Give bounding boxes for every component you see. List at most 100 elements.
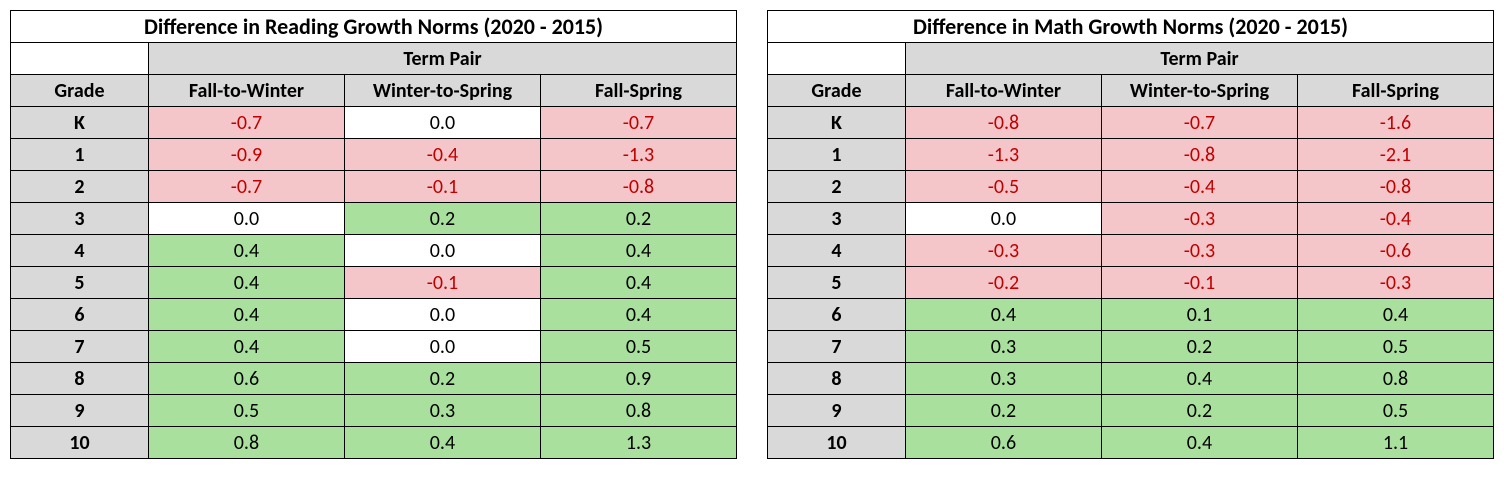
value-cell: 0.4	[344, 427, 540, 459]
table-row: 60.40.10.4	[768, 299, 1494, 331]
table-row: 4-0.3-0.3-0.6	[768, 235, 1494, 267]
grade-cell: 6	[11, 299, 149, 331]
value-cell: 0.0	[148, 203, 344, 235]
value-cell: -0.4	[344, 139, 540, 171]
grade-cell: 6	[768, 299, 906, 331]
value-cell: 0.4	[1101, 427, 1297, 459]
table-row: 30.0-0.3-0.4	[768, 203, 1494, 235]
table-row: 2-0.7-0.1-0.8	[11, 171, 737, 203]
value-cell: -0.1	[1101, 267, 1297, 299]
value-cell: 0.4	[540, 235, 736, 267]
value-cell: 0.4	[148, 267, 344, 299]
table-row: 80.30.40.8	[768, 363, 1494, 395]
math-title: Difference in Math Growth Norms (2020 - …	[768, 11, 1494, 43]
table-row: Grade Fall-to-Winter Winter-to-Spring Fa…	[768, 75, 1494, 107]
grade-cell: 8	[768, 363, 906, 395]
table-row: Difference in Math Growth Norms (2020 - …	[768, 11, 1494, 43]
table-row: Term Pair	[768, 43, 1494, 75]
tables-wrap: Difference in Reading Growth Norms (2020…	[10, 10, 1494, 459]
grade-cell: 10	[768, 427, 906, 459]
grade-cell: 5	[11, 267, 149, 299]
reading-title: Difference in Reading Growth Norms (2020…	[11, 11, 737, 43]
grade-cell: 10	[11, 427, 149, 459]
grade-cell: 7	[11, 331, 149, 363]
grade-cell: 5	[768, 267, 906, 299]
col-header-winter-spring: Winter-to-Spring	[1101, 75, 1297, 107]
table-row: Grade Fall-to-Winter Winter-to-Spring Fa…	[11, 75, 737, 107]
table-row: 30.00.20.2	[11, 203, 737, 235]
value-cell: 1.3	[540, 427, 736, 459]
value-cell: -0.8	[540, 171, 736, 203]
grade-cell: K	[11, 107, 149, 139]
value-cell: 0.3	[344, 395, 540, 427]
value-cell: -0.7	[148, 107, 344, 139]
value-cell: 0.8	[1297, 363, 1493, 395]
table-row: 100.60.41.1	[768, 427, 1494, 459]
value-cell: -0.6	[1297, 235, 1493, 267]
value-cell: 0.1	[1101, 299, 1297, 331]
table-row: 70.40.00.5	[11, 331, 737, 363]
value-cell: 0.0	[344, 331, 540, 363]
value-cell: -0.4	[1101, 171, 1297, 203]
grade-cell: 7	[768, 331, 906, 363]
table-row: 100.80.41.3	[11, 427, 737, 459]
value-cell: 0.3	[905, 331, 1101, 363]
table-row: 80.60.20.9	[11, 363, 737, 395]
grade-cell: 4	[11, 235, 149, 267]
table-row: 5-0.2-0.1-0.3	[768, 267, 1494, 299]
value-cell: 0.0	[344, 107, 540, 139]
value-cell: -0.2	[905, 267, 1101, 299]
value-cell: 0.4	[540, 299, 736, 331]
table-row: 60.40.00.4	[11, 299, 737, 331]
table-row: Difference in Reading Growth Norms (2020…	[11, 11, 737, 43]
value-cell: -0.3	[1101, 203, 1297, 235]
value-cell: 0.2	[344, 203, 540, 235]
value-cell: -1.6	[1297, 107, 1493, 139]
value-cell: 0.2	[540, 203, 736, 235]
value-cell: 1.1	[1297, 427, 1493, 459]
table-row: 2-0.5-0.4-0.8	[768, 171, 1494, 203]
term-pair-header: Term Pair	[905, 43, 1493, 75]
table-row: 90.50.30.8	[11, 395, 737, 427]
value-cell: 0.5	[1297, 331, 1493, 363]
table-row: 1-1.3-0.8-2.1	[768, 139, 1494, 171]
value-cell: 0.4	[1101, 363, 1297, 395]
table-row: K-0.8-0.7-1.6	[768, 107, 1494, 139]
math-body: K-0.8-0.7-1.61-1.3-0.8-2.12-0.5-0.4-0.83…	[768, 107, 1494, 459]
grade-cell: 1	[11, 139, 149, 171]
value-cell: 0.4	[148, 299, 344, 331]
term-pair-header: Term Pair	[148, 43, 736, 75]
grade-cell: 2	[11, 171, 149, 203]
value-cell: -0.9	[148, 139, 344, 171]
value-cell: 0.2	[1101, 395, 1297, 427]
value-cell: 0.8	[148, 427, 344, 459]
table-row: 70.30.20.5	[768, 331, 1494, 363]
value-cell: -0.3	[905, 235, 1101, 267]
grade-cell: 2	[768, 171, 906, 203]
value-cell: 0.0	[905, 203, 1101, 235]
blank-header	[11, 43, 149, 75]
value-cell: 0.2	[905, 395, 1101, 427]
value-cell: 0.5	[148, 395, 344, 427]
col-header-fall-winter: Fall-to-Winter	[905, 75, 1101, 107]
value-cell: -0.1	[344, 171, 540, 203]
grade-cell: 3	[768, 203, 906, 235]
col-header-fall-winter: Fall-to-Winter	[148, 75, 344, 107]
blank-header	[768, 43, 906, 75]
grade-cell: 9	[11, 395, 149, 427]
value-cell: 0.9	[540, 363, 736, 395]
value-cell: -1.3	[540, 139, 736, 171]
value-cell: -0.4	[1297, 203, 1493, 235]
col-header-fall-spring: Fall-Spring	[1297, 75, 1493, 107]
table-row: Term Pair	[11, 43, 737, 75]
grade-cell: 1	[768, 139, 906, 171]
value-cell: 0.3	[905, 363, 1101, 395]
col-header-fall-spring: Fall-Spring	[540, 75, 736, 107]
grade-header: Grade	[768, 75, 906, 107]
value-cell: 0.4	[148, 235, 344, 267]
grade-cell: 9	[768, 395, 906, 427]
value-cell: 0.4	[540, 267, 736, 299]
value-cell: -0.8	[1297, 171, 1493, 203]
value-cell: -0.8	[905, 107, 1101, 139]
value-cell: -1.3	[905, 139, 1101, 171]
